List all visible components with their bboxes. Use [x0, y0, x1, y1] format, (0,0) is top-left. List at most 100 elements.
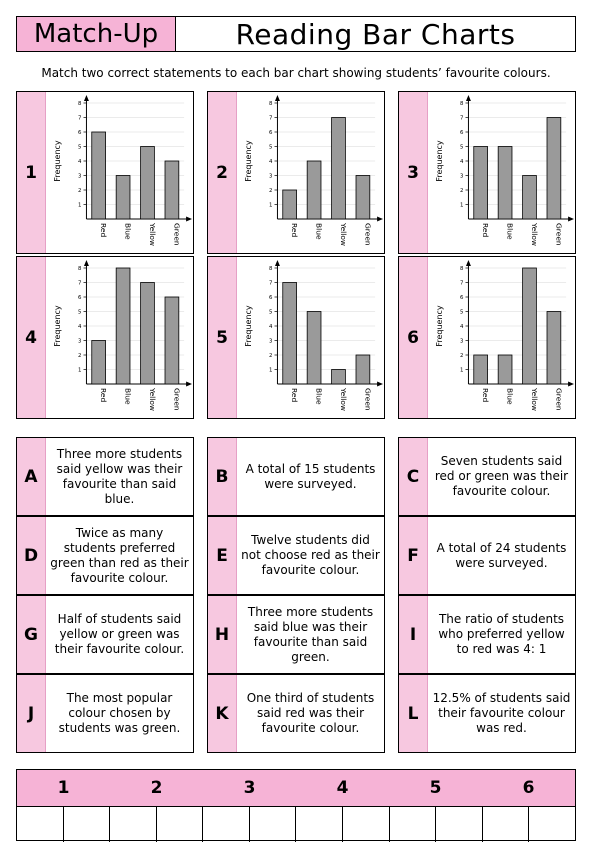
chart-card-1: 1 1 2 3 4 5 6 7 8 Frequency Red Blue Yellow Green — [16, 91, 194, 254]
x-axis-arrow — [186, 381, 193, 387]
bar-chart-1: 1 2 3 4 5 6 7 8 Frequency Red Blue Yellow Green — [53, 95, 193, 246]
x-tick-label: Yellow — [148, 222, 157, 246]
y-tick-label: 5 — [460, 309, 463, 315]
y-tick-label: 6 — [269, 295, 273, 301]
y-tick-label: 1 — [78, 202, 81, 208]
x-tick-label: Red — [99, 388, 108, 403]
bar-blue — [306, 160, 322, 220]
chart-card-2: 2 1 2 3 4 5 6 7 8 Frequency Red Blue Yellow Green — [207, 91, 385, 254]
y-tick-label: 3 — [78, 173, 82, 179]
statement-card-d: D Twice as many students preferred green… — [16, 516, 194, 595]
statement-card-e: E Twelve students did not choose red as … — [207, 516, 385, 595]
statement-card-i: I The ratio of students who preferred ye… — [398, 595, 576, 674]
statement-letter: J — [17, 675, 46, 752]
x-tick-label: Red — [99, 223, 108, 238]
x-axis-arrow — [377, 216, 384, 222]
y-tick-label: 2 — [460, 188, 463, 194]
y-tick-label: 3 — [78, 338, 82, 344]
y-tick-label: 1 — [78, 367, 81, 373]
answer-cell-3b[interactable] — [248, 807, 296, 842]
chart-number: 3 — [399, 92, 428, 253]
bar-green — [355, 175, 371, 220]
answer-grid-body — [17, 806, 575, 842]
statement-card-j: J The most popular colour chosen by stud… — [16, 674, 194, 753]
statement-letter: F — [399, 517, 428, 594]
bar-chart-4: 1 2 3 4 5 6 7 8 Frequency Red Blue Yellow Green — [53, 260, 193, 411]
answer-cell-3a[interactable] — [202, 807, 249, 842]
y-tick-label: 6 — [78, 130, 82, 136]
y-tick-label: 7 — [460, 115, 463, 121]
statement-card-a: A Three more students said yellow was th… — [16, 437, 194, 516]
chart-number: 6 — [399, 257, 428, 418]
y-tick-label: 8 — [269, 101, 273, 107]
bar-yellow — [140, 146, 155, 220]
x-tick-label: Green — [363, 388, 372, 411]
y-tick-label: 4 — [460, 159, 464, 165]
statement-card-g: G Half of students said yellow or green … — [16, 595, 194, 674]
bar-chart-3: 1 2 3 4 5 6 7 8 Frequency Red Blue Yellow Green — [435, 95, 575, 246]
y-tick-label: 4 — [78, 324, 82, 330]
bar-blue — [306, 311, 322, 385]
answer-header-4: 4 — [336, 778, 349, 798]
answer-header-1: 1 — [57, 778, 70, 798]
bar-yellow — [140, 282, 155, 385]
answer-cell-6b[interactable] — [528, 807, 575, 842]
chart-card-4: 4 1 2 3 4 5 6 7 8 Frequency Red Blue Yellow Green — [16, 256, 194, 419]
y-tick-label: 3 — [269, 338, 273, 344]
answer-cell-6a[interactable] — [481, 807, 529, 842]
y-tick-label: 5 — [460, 144, 463, 150]
y-tick-label: 6 — [460, 295, 464, 301]
worksheet-header: Match-Up Reading Bar Charts — [16, 16, 576, 52]
bar-red — [91, 131, 106, 220]
x-tick-label: Blue — [506, 223, 515, 240]
y-tick-label: 5 — [78, 144, 81, 150]
y-axis-arrow — [465, 260, 471, 266]
answer-cell-4a[interactable] — [295, 807, 342, 842]
y-tick-label: 2 — [460, 353, 463, 359]
bar-chart-6: 1 2 3 4 5 6 7 8 Frequency Red Blue Yellow Green — [435, 260, 575, 411]
y-tick-label: 5 — [269, 144, 272, 150]
y-tick-label: 8 — [460, 266, 464, 272]
y-axis-label: Frequency — [435, 305, 444, 347]
answer-cell-4b[interactable] — [342, 807, 389, 842]
statement-text: One third of students said red was their… — [246, 691, 375, 735]
statement-card-k: K One third of students said red was the… — [207, 674, 385, 753]
y-tick-label: 2 — [78, 188, 81, 194]
statement-card-l: L 12.5% of students said their favourite… — [398, 674, 576, 753]
x-axis-arrow — [377, 381, 384, 387]
answer-grid: 1 2 3 4 5 6 — [16, 769, 576, 842]
statement-card-b: B A total of 15 students were surveyed. — [207, 437, 385, 516]
answer-cell-5a[interactable] — [388, 807, 436, 842]
y-axis-label: Frequency — [435, 140, 444, 182]
match-up-badge: Match-Up — [17, 17, 176, 51]
y-tick-label: 1 — [460, 202, 463, 208]
bar-chart-5: 1 2 3 4 5 6 7 8 Frequency Red Blue Yellow Green — [244, 260, 384, 411]
statement-card-c: C Seven students said red or green was t… — [398, 437, 576, 516]
y-tick-label: 3 — [460, 338, 464, 344]
x-tick-label: Blue — [506, 388, 515, 405]
chart-number: 4 — [17, 257, 46, 418]
answer-cell-1b[interactable] — [62, 807, 110, 842]
bar-red — [473, 354, 488, 385]
x-tick-label: Green — [172, 223, 181, 246]
answer-header-2: 2 — [150, 778, 163, 798]
y-axis-label: Frequency — [53, 140, 62, 182]
x-tick-label: Yellow — [530, 222, 539, 246]
statement-text: The ratio of students who preferred yell… — [438, 612, 565, 656]
y-tick-label: 3 — [269, 173, 273, 179]
y-tick-label: 4 — [78, 159, 82, 165]
x-tick-label: Yellow — [339, 222, 348, 246]
answer-cell-2a[interactable] — [109, 807, 156, 842]
y-tick-label: 1 — [269, 202, 272, 208]
answer-cell-2b[interactable] — [155, 807, 203, 842]
answer-cell-5b[interactable] — [435, 807, 482, 842]
y-axis-arrow — [274, 95, 280, 101]
bar-yellow — [331, 369, 346, 385]
answer-header-3: 3 — [243, 778, 256, 798]
answer-cell-1a[interactable] — [17, 807, 63, 842]
statement-text: Three more students said blue was their … — [247, 604, 374, 664]
instructions: Match two correct statements to each bar… — [41, 66, 551, 80]
statement-text: 12.5% of students said their favourite c… — [432, 691, 571, 735]
x-tick-label: Yellow — [530, 387, 539, 411]
x-tick-label: Green — [554, 223, 563, 246]
